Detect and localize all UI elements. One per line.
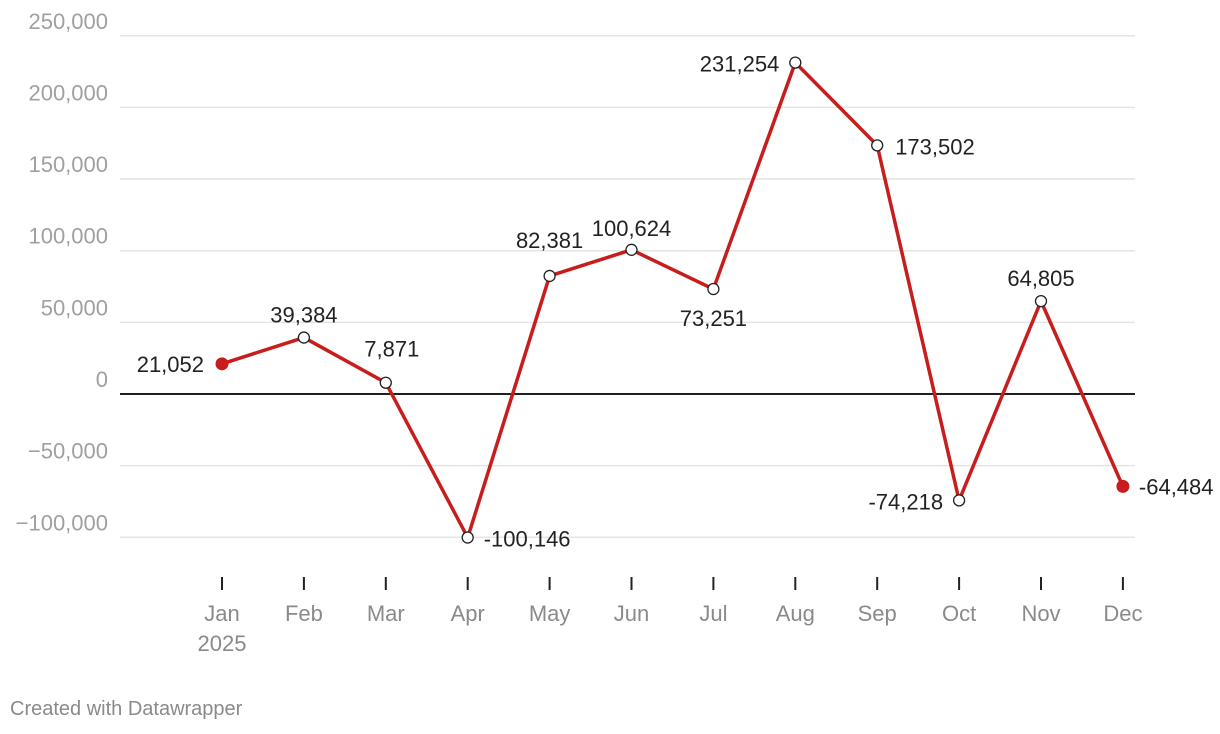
data-label: 231,254 [700, 52, 780, 77]
x-tick-label: Jul [699, 601, 727, 626]
x-tick-label: Oct [942, 601, 976, 626]
y-tick-label: −50,000 [28, 439, 108, 464]
data-label: 73,251 [680, 306, 747, 331]
data-point [543, 269, 556, 283]
data-point [461, 531, 474, 544]
data-label: 7,871 [364, 337, 419, 362]
data-markers [215, 56, 1130, 544]
data-label: 64,805 [1007, 266, 1074, 291]
data-point [625, 243, 638, 256]
x-tick-label: Feb [285, 601, 323, 626]
x-tick-label: Sep [858, 601, 897, 626]
y-tick-label: 0 [96, 367, 108, 392]
data-point [297, 331, 311, 344]
data-point [1034, 294, 1048, 308]
x-tick-label: Jan [204, 601, 239, 626]
y-axis-tick-labels: 250,000 200,000 150,000 100,000 50,000 0 −50,0… [16, 9, 108, 536]
data-label: 82,381 [516, 228, 583, 253]
y-tick-label: 150,000 [28, 152, 108, 177]
x-axis: Jan Feb Mar Apr May Jun Jul Aug Sep Oct Nov Dec 2025 [198, 577, 1142, 656]
x-tick-label: Jun [614, 601, 649, 626]
x-tick-label: Nov [1021, 601, 1060, 626]
y-tick-label: 100,000 [28, 224, 108, 249]
data-point [952, 494, 966, 507]
y-tick-label: 50,000 [41, 295, 108, 320]
data-label: 39,384 [270, 303, 337, 328]
x-year-label: 2025 [198, 631, 247, 656]
gridlines [120, 35, 1135, 539]
y-tick-label: −100,000 [16, 510, 108, 535]
data-label: -74,218 [868, 489, 943, 514]
x-tick-label: Mar [367, 601, 405, 626]
footer-credit: Created with Datawrapper [10, 698, 243, 720]
x-tick-label: Aug [776, 601, 815, 626]
series-line [221, 59, 1125, 543]
y-tick-label: 200,000 [28, 80, 108, 105]
x-tick-label: Dec [1103, 601, 1142, 626]
data-label: 100,624 [592, 216, 672, 241]
data-point [707, 282, 720, 296]
x-tick-label: Apr [451, 601, 485, 626]
data-point [215, 357, 229, 371]
data-point [789, 56, 802, 69]
data-label: 21,052 [137, 352, 204, 377]
x-tick-label: May [529, 601, 571, 626]
data-point [1116, 479, 1130, 493]
series-line-path [221, 59, 1125, 543]
data-label: 173,502 [895, 134, 975, 159]
data-point [871, 139, 884, 152]
data-label: -100,146 [484, 527, 571, 552]
data-label: -64,484 [1139, 474, 1214, 499]
y-tick-label: 250,000 [28, 9, 108, 34]
data-point [379, 376, 392, 389]
data-labels: 21,052 39,384 7,871 -100,146 82,381 100,624 73… [137, 52, 1214, 552]
